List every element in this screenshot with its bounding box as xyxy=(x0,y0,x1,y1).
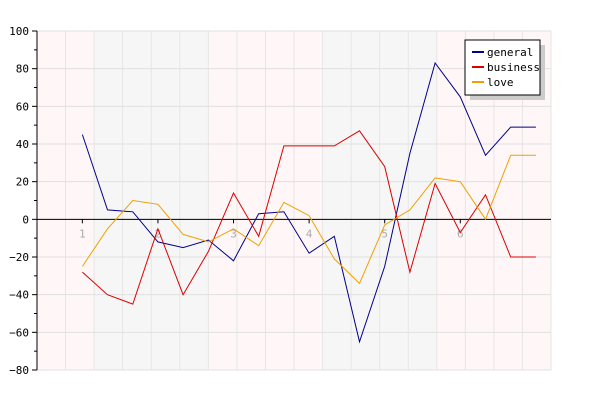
y-tick-label: −40 xyxy=(9,289,29,302)
y-tick-label: 20 xyxy=(16,176,29,189)
legend-label-business: business xyxy=(487,61,540,74)
plot-band xyxy=(236,31,266,370)
y-tick-label: 80 xyxy=(16,63,29,76)
y-tick-label: 40 xyxy=(16,138,29,151)
y-tick-label: −20 xyxy=(9,251,29,264)
plot-band xyxy=(208,31,237,370)
plot-band xyxy=(122,31,152,370)
plot-band xyxy=(265,31,294,370)
plot-band xyxy=(322,31,352,370)
y-tick-label: −60 xyxy=(9,326,29,339)
series-line-business xyxy=(82,130,536,305)
legend-label-general: general xyxy=(487,46,533,59)
plot-band xyxy=(94,31,123,370)
x-tick-label: 4 xyxy=(306,227,313,240)
x-tick-label: 2 xyxy=(155,227,162,240)
y-tick-label: 60 xyxy=(16,100,29,113)
plot-band xyxy=(294,31,323,370)
legend-label-love: love xyxy=(487,76,514,89)
series-line-general xyxy=(81,61,536,344)
series-line-love xyxy=(81,154,536,285)
y-tick-label: −80 xyxy=(9,364,29,377)
plot-band xyxy=(151,31,180,370)
x-tick-label: 5 xyxy=(381,227,388,240)
plot-band xyxy=(408,31,437,370)
plot-band xyxy=(37,31,66,370)
x-tick-label: 6 xyxy=(457,227,464,240)
plot-band xyxy=(436,31,466,370)
y-tick-label: 100 xyxy=(9,25,29,38)
y-tick-label: 0 xyxy=(22,213,29,226)
plot-band xyxy=(379,31,409,370)
plot-band xyxy=(65,31,95,370)
x-tick-label: 1 xyxy=(79,227,86,240)
x-tick-label: 3 xyxy=(230,227,237,240)
plot-band xyxy=(179,31,209,370)
plot-band xyxy=(351,31,380,370)
